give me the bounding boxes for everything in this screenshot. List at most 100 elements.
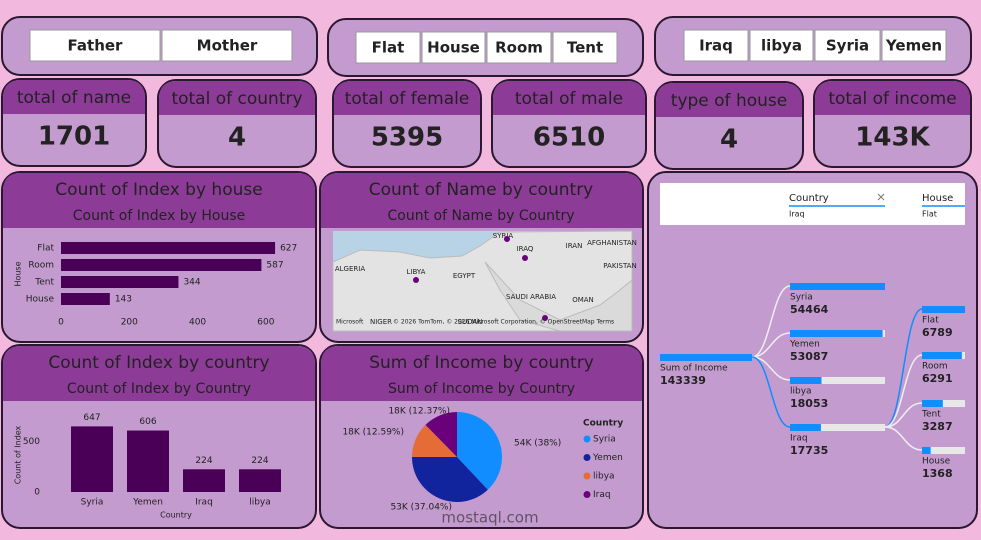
filter-value: Iraq [789, 210, 805, 219]
slicer-label[interactable]: Iraq [699, 37, 733, 55]
card-value: 143K [855, 123, 930, 153]
card-title: total of country [171, 89, 302, 109]
card-value: 5395 [371, 123, 443, 153]
bar [71, 426, 113, 492]
data-label: 627 [280, 244, 297, 254]
slicer-button[interactable] [814, 29, 881, 62]
node-value: 18053 [790, 397, 828, 410]
node-value: 3287 [922, 420, 953, 433]
x-tick-label: Yemen [132, 498, 163, 508]
slicer-button[interactable] [29, 29, 161, 62]
pie-slice [412, 424, 457, 457]
node-bar [922, 306, 965, 313]
chart-title: Count of Index by house [55, 180, 262, 200]
map-brand: Microsoft [336, 319, 364, 326]
x-tick-label: libya [249, 498, 271, 508]
node-bar [660, 354, 752, 361]
legend-title: Country [583, 419, 623, 429]
watermark: mostaql.com [441, 509, 538, 527]
map-label: OMAN [572, 296, 594, 304]
legend-label: Syria [593, 435, 616, 445]
slicer-label[interactable]: Yemen [885, 37, 942, 55]
node-value: 53087 [790, 350, 828, 363]
pie-slice [457, 412, 503, 490]
slicer-label[interactable]: Room [495, 39, 543, 57]
legend-swatch [583, 472, 591, 480]
node-name: Room [922, 362, 948, 372]
slicer-label[interactable]: Flat [372, 39, 405, 57]
slicer-button[interactable] [355, 31, 421, 64]
card-title: total of income [828, 89, 956, 109]
legend-label: libya [593, 472, 615, 482]
slicer-button[interactable] [683, 29, 749, 62]
node-track [790, 377, 885, 384]
map-label: ALGERIA [335, 265, 365, 273]
slicer-button[interactable] [749, 29, 814, 62]
pie-slice [425, 412, 457, 457]
x-tick-label: Syria [81, 498, 104, 508]
panel-header [656, 83, 802, 117]
node-value: 6291 [922, 372, 953, 385]
slicer-button[interactable] [486, 31, 552, 64]
node-value: 6789 [922, 326, 953, 339]
slicer-button[interactable] [881, 29, 947, 62]
bar [239, 469, 281, 492]
filter-value: Flat [922, 210, 937, 219]
slicer-button[interactable] [161, 29, 293, 62]
map-attribution: © 2026 TomTom, © 2026 Microsoft Corporat… [393, 319, 614, 326]
slicer-label[interactable]: Tent [567, 39, 603, 57]
data-label: 224 [195, 456, 212, 466]
map-label: NIGER [370, 318, 392, 326]
bar [61, 276, 179, 288]
map-label: SYRIA [493, 232, 514, 240]
card-value: 4 [720, 125, 738, 155]
data-label: 54K (38%) [514, 439, 561, 449]
panel-header [159, 81, 315, 115]
node-bar [790, 330, 883, 337]
y-tick-label: 0 [34, 488, 40, 498]
panel-header [3, 173, 315, 228]
slicer-button[interactable] [552, 31, 618, 64]
y-tick-label: Flat [37, 244, 54, 254]
slicer-button[interactable] [421, 31, 486, 64]
node-bar [922, 400, 943, 407]
data-label: 344 [183, 278, 200, 288]
panel-header [321, 173, 642, 228]
data-label: 224 [251, 456, 268, 466]
card-value: 6510 [533, 123, 605, 153]
axis-title: Count of Index [14, 425, 23, 484]
data-label: 606 [139, 417, 156, 427]
panel-header [493, 81, 645, 115]
node-value: 17735 [790, 444, 828, 457]
card-title: total of female [345, 89, 470, 109]
tree-panel [647, 171, 978, 529]
y-tick-label: Tent [34, 278, 54, 288]
y-tick-label: 500 [23, 437, 40, 447]
chart-title: Count of Name by country [369, 180, 594, 200]
x-tick-label: 400 [189, 318, 206, 328]
slicer-label[interactable]: Syria [826, 37, 869, 55]
slicer-label[interactable]: House [427, 39, 480, 57]
tree-filters [660, 183, 965, 225]
filter-field: House [922, 193, 953, 204]
node-name: libya [790, 387, 812, 397]
chart-subtitle: Count of Name by Country [388, 208, 575, 224]
connector [884, 308, 923, 428]
x-tick-label: 600 [257, 318, 274, 328]
panel-header [3, 80, 145, 114]
slicer-label[interactable]: libya [761, 37, 802, 55]
data-label: 143 [115, 295, 132, 305]
node-name: Flat [922, 316, 939, 326]
slicer-label[interactable]: Mother [197, 37, 258, 55]
slicer-label[interactable]: Father [68, 37, 124, 55]
map-label: LIBYA [407, 268, 426, 276]
node-track [790, 424, 885, 431]
pie-slice [412, 456, 488, 503]
map-label: PAKISTAN [603, 262, 636, 270]
bar [183, 469, 225, 492]
legend-label: Yemen [592, 453, 623, 463]
panel-header [3, 346, 315, 401]
x-tick-label: 200 [121, 318, 138, 328]
x-tick-label: Iraq [195, 498, 213, 508]
